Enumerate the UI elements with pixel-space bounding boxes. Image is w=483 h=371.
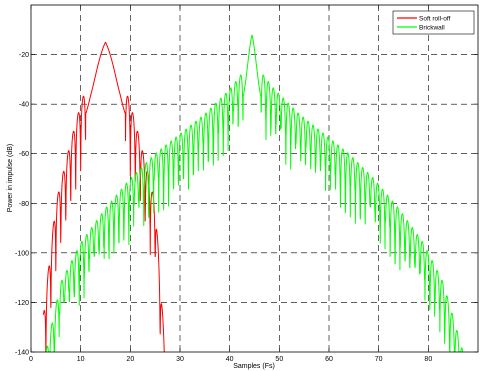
x-tick-labels: 0 10 20 30 40 50 60 70 80 — [29, 356, 432, 363]
grid-lines — [31, 5, 478, 352]
series-line-1 — [45, 34, 464, 352]
x-tick-label: 20 — [126, 356, 134, 363]
x-tick-label: 80 — [424, 356, 432, 363]
y-tick-label: -20 — [19, 52, 29, 59]
x-tick-label: 70 — [375, 356, 383, 363]
x-axis-title: Samples (Fs) — [233, 363, 275, 370]
y-tick-label: -60 — [19, 151, 29, 158]
legend-box — [392, 10, 475, 35]
y-tick-label: -40 — [19, 102, 29, 109]
legend-label-soft-rolloff: Soft roll-off — [419, 16, 451, 23]
plot-frame — [30, 4, 479, 353]
plot-background — [31, 5, 478, 352]
axis-ticks — [30, 5, 478, 353]
y-tick-labels: -140 -120 -100 -80 -60 -40 -20 — [15, 52, 29, 356]
x-tick-label: 10 — [77, 356, 85, 363]
y-tick-label: -80 — [19, 201, 29, 208]
x-tick-label: 50 — [275, 356, 283, 363]
y-tick-label: -140 — [15, 350, 29, 357]
x-tick-label: 0 — [29, 356, 33, 363]
series-lines — [42, 34, 464, 352]
y-tick-label: -100 — [15, 250, 29, 257]
y-tick-label: -120 — [15, 300, 29, 307]
x-tick-label: 30 — [176, 356, 184, 363]
legend: Soft roll-off Brickwall — [392, 10, 475, 35]
legend-label-brickwall: Brickwall — [419, 25, 445, 32]
x-tick-label: 40 — [226, 356, 234, 363]
y-axis-title: Power in impulse (dB) — [7, 144, 14, 212]
x-tick-label: 60 — [325, 356, 333, 363]
